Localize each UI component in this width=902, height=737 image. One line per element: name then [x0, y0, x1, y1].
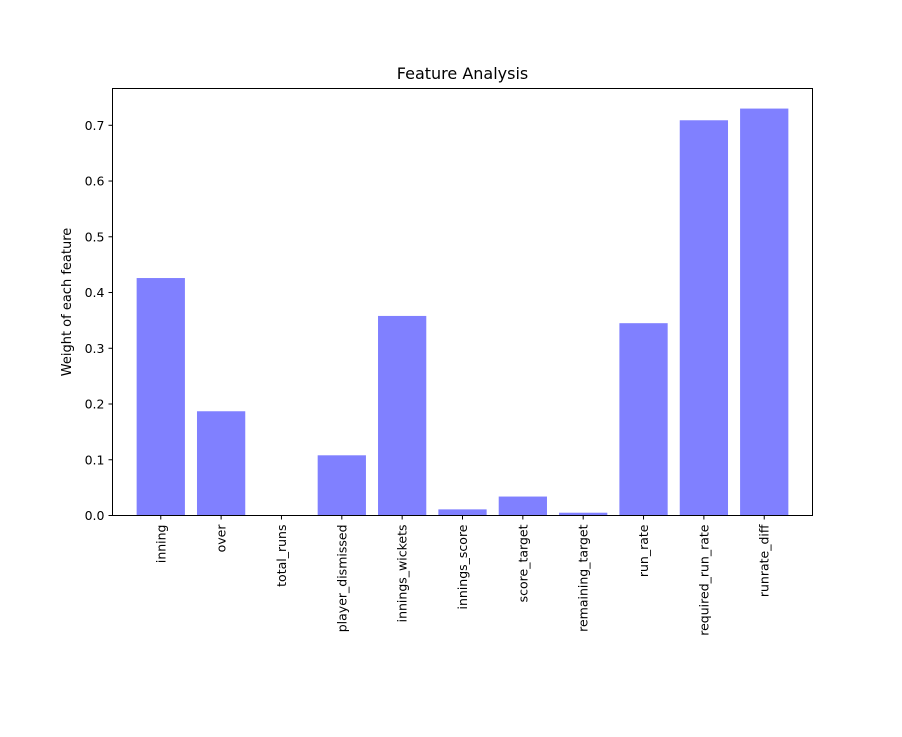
x-tick-label: innings_score: [455, 524, 470, 609]
bar-inning: [136, 278, 185, 516]
x-tick-label: remaining_target: [576, 524, 591, 631]
y-tick-label: 0.0: [85, 508, 105, 523]
y-axis: 0.0 0.1 0.2 0.3 0.4 0.5 0.6 0.7: [85, 118, 113, 523]
x-tick-label: inning: [153, 525, 168, 564]
x-tick-label: player_dismissed: [334, 525, 349, 633]
bar-required_run_rate: [679, 120, 729, 516]
bar-runrate_diff: [740, 108, 789, 516]
x-tick-label: total_runs: [274, 525, 289, 587]
x-tick-label: runrate_diff: [757, 524, 772, 597]
y-tick-label: 0.1: [85, 452, 105, 467]
x-tick-label: required_run_rate: [696, 524, 711, 636]
y-tick-label: 0.7: [85, 118, 105, 133]
bar-run_rate: [619, 323, 668, 516]
bar-innings_score: [438, 509, 487, 516]
bars-group: [136, 108, 789, 516]
y-tick-label: 0.4: [85, 285, 105, 300]
chart-title: Feature Analysis: [397, 64, 528, 83]
y-tick-label: 0.3: [85, 341, 105, 356]
y-tick-label: 0.2: [85, 397, 105, 412]
y-tick-label: 0.5: [85, 229, 105, 244]
bar-over: [196, 411, 246, 516]
bar-player_dismissed: [317, 455, 366, 516]
bar-score_target: [498, 496, 547, 516]
x-tick-label: innings_wickets: [395, 525, 410, 623]
x-tick-label: over: [214, 524, 229, 553]
bar-remaining_target: [559, 512, 608, 516]
y-axis-label: Weight of each feature: [60, 228, 75, 377]
plot-frame: [112, 88, 813, 516]
x-tick-label: run_rate: [636, 524, 651, 577]
x-axis: inning over total_runs player_dismissed inni…: [153, 515, 772, 636]
y-tick-label: 0.6: [85, 174, 105, 189]
bar-innings_wickets: [378, 315, 427, 516]
x-tick-label: score_target: [515, 524, 530, 602]
